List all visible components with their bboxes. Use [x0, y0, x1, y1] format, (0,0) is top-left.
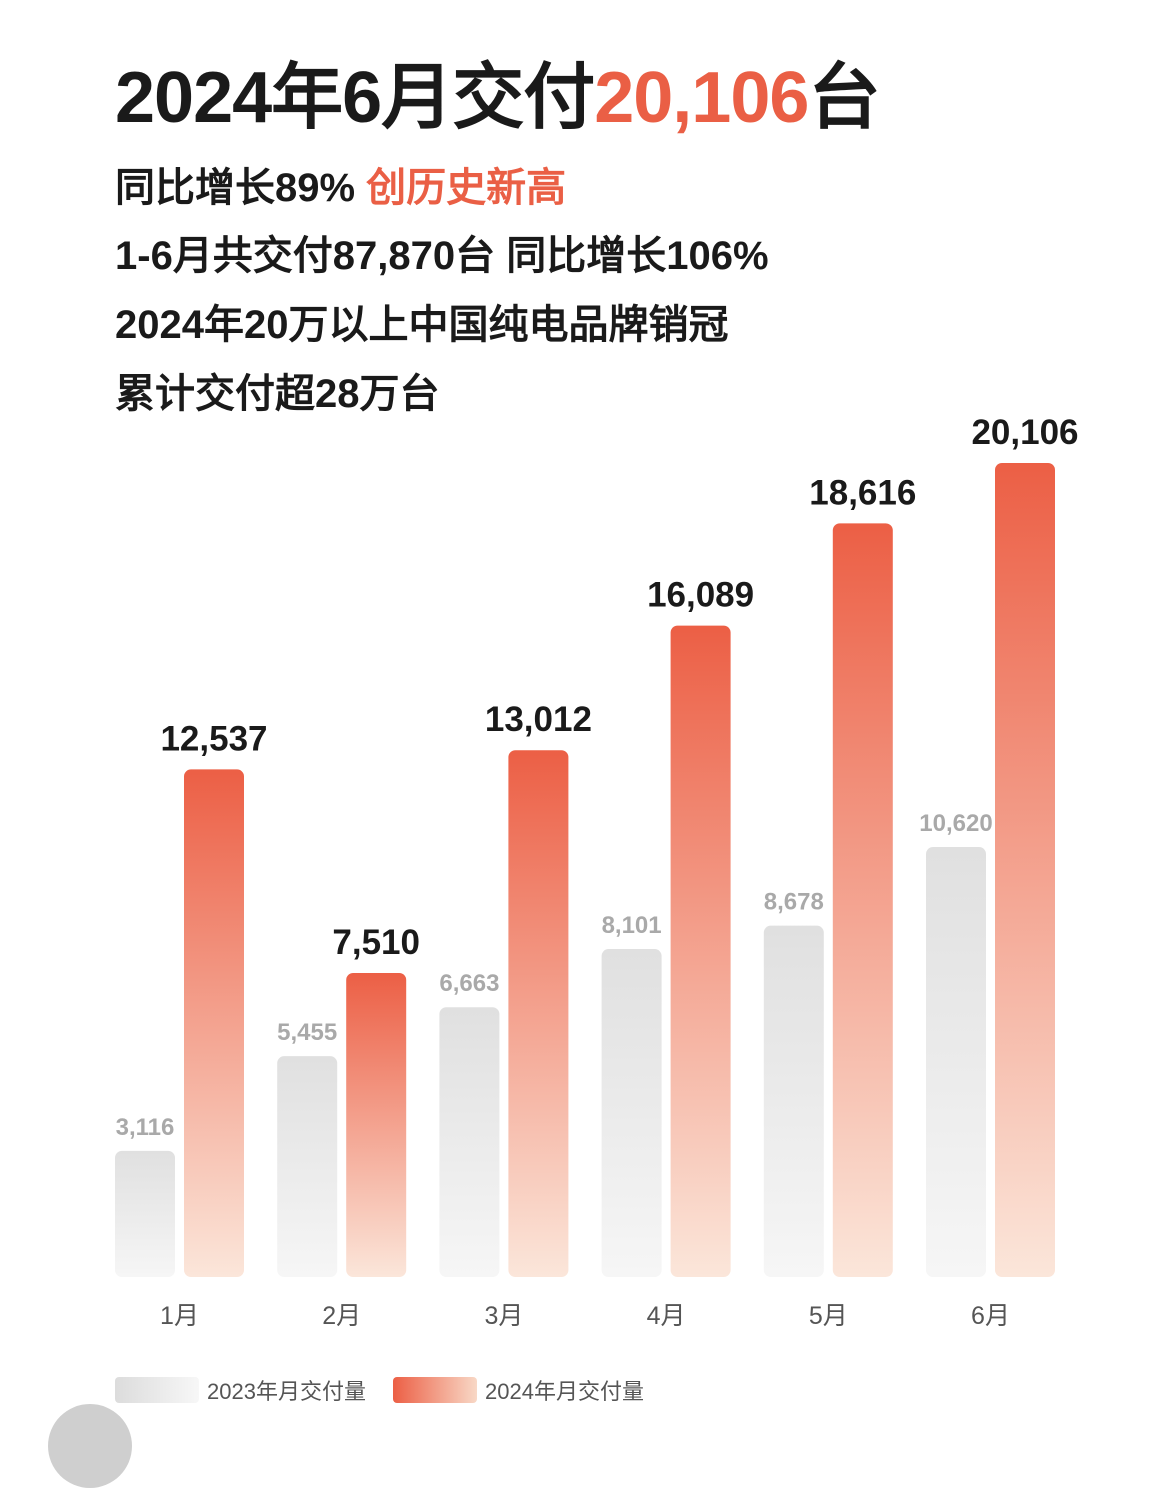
bar-2023-1	[115, 1150, 175, 1277]
bar-2024-6	[995, 463, 1055, 1277]
legend-item-2023: 2023年月交付量	[115, 1376, 366, 1404]
bar-2024-3	[508, 750, 569, 1277]
title-suffix: 台	[808, 58, 880, 138]
category-label-5: 5月	[809, 1302, 848, 1330]
labels-layer: 3,116 12,537 1月 5,455 7,510 2月 6,663 13,012 3月 8,…	[116, 413, 1079, 1330]
value-label-2023-4: 8,101	[602, 912, 662, 939]
value-label-2023-2: 5,455	[277, 1019, 337, 1046]
category-label-4: 4月	[647, 1302, 686, 1330]
value-label-2024-4: 16,089	[647, 576, 754, 615]
legend-label-2023: 2023年月交付量	[207, 1379, 366, 1404]
legend-swatch-2024	[393, 1377, 477, 1403]
sales-champion-line: 2024年20万以上中国纯电品牌销冠	[115, 303, 729, 347]
value-label-2024-5: 18,616	[809, 473, 916, 512]
bar-2024-5	[832, 523, 893, 1277]
floating-action-button[interactable]	[48, 1404, 132, 1488]
ytd-delivery-line: 1-6月共交付87,870台 同比增长106%	[115, 234, 769, 278]
value-label-2023-6: 10,620	[919, 810, 992, 837]
bar-2024-1	[184, 769, 244, 1277]
legend-swatch-2023	[115, 1377, 199, 1403]
value-label-2024-3: 13,012	[485, 700, 592, 739]
bar-2023-2	[277, 1056, 338, 1277]
bar-2023-4	[601, 949, 662, 1277]
category-label-6: 6月	[971, 1302, 1010, 1330]
bar-2024-4	[670, 625, 731, 1277]
legend-label-2024: 2024年月交付量	[485, 1379, 644, 1404]
page-title: 2024年6月交付20,106台	[115, 62, 880, 134]
value-label-2024-6: 20,106	[971, 413, 1078, 452]
record-high-text: 创历史新高	[366, 166, 567, 210]
value-label-2023-3: 6,663	[439, 970, 499, 997]
yoy-growth-line: 同比增长89% 创历史新高	[115, 168, 566, 208]
yoy-growth-text: 同比增长89%	[115, 166, 367, 210]
category-label-2: 2月	[322, 1302, 361, 1330]
bar-2024-2	[346, 972, 407, 1277]
value-label-2024-2: 7,510	[332, 923, 420, 962]
cumulative-delivery-line: 累计交付超28万台	[115, 372, 440, 416]
value-label-2023-5: 8,678	[764, 889, 824, 916]
bar-2023-5	[763, 925, 824, 1277]
bar-2023-3	[439, 1007, 500, 1277]
value-label-2023-1: 3,116	[116, 1114, 175, 1141]
value-label-2024-1: 12,537	[160, 719, 267, 758]
bar-2023-6	[926, 847, 986, 1277]
category-label-3: 3月	[484, 1302, 523, 1330]
monthly-delivery-chart: 3,116 12,537 1月 5,455 7,510 2月 6,663 13,012 3月 8,…	[115, 413, 1079, 1330]
bars-layer	[115, 463, 1055, 1277]
title-highlight-number: 20,106	[594, 58, 809, 138]
title-prefix: 2024年6月交付	[115, 58, 595, 138]
category-label-1: 1月	[160, 1302, 199, 1330]
legend-item-2024: 2024年月交付量	[393, 1376, 644, 1404]
